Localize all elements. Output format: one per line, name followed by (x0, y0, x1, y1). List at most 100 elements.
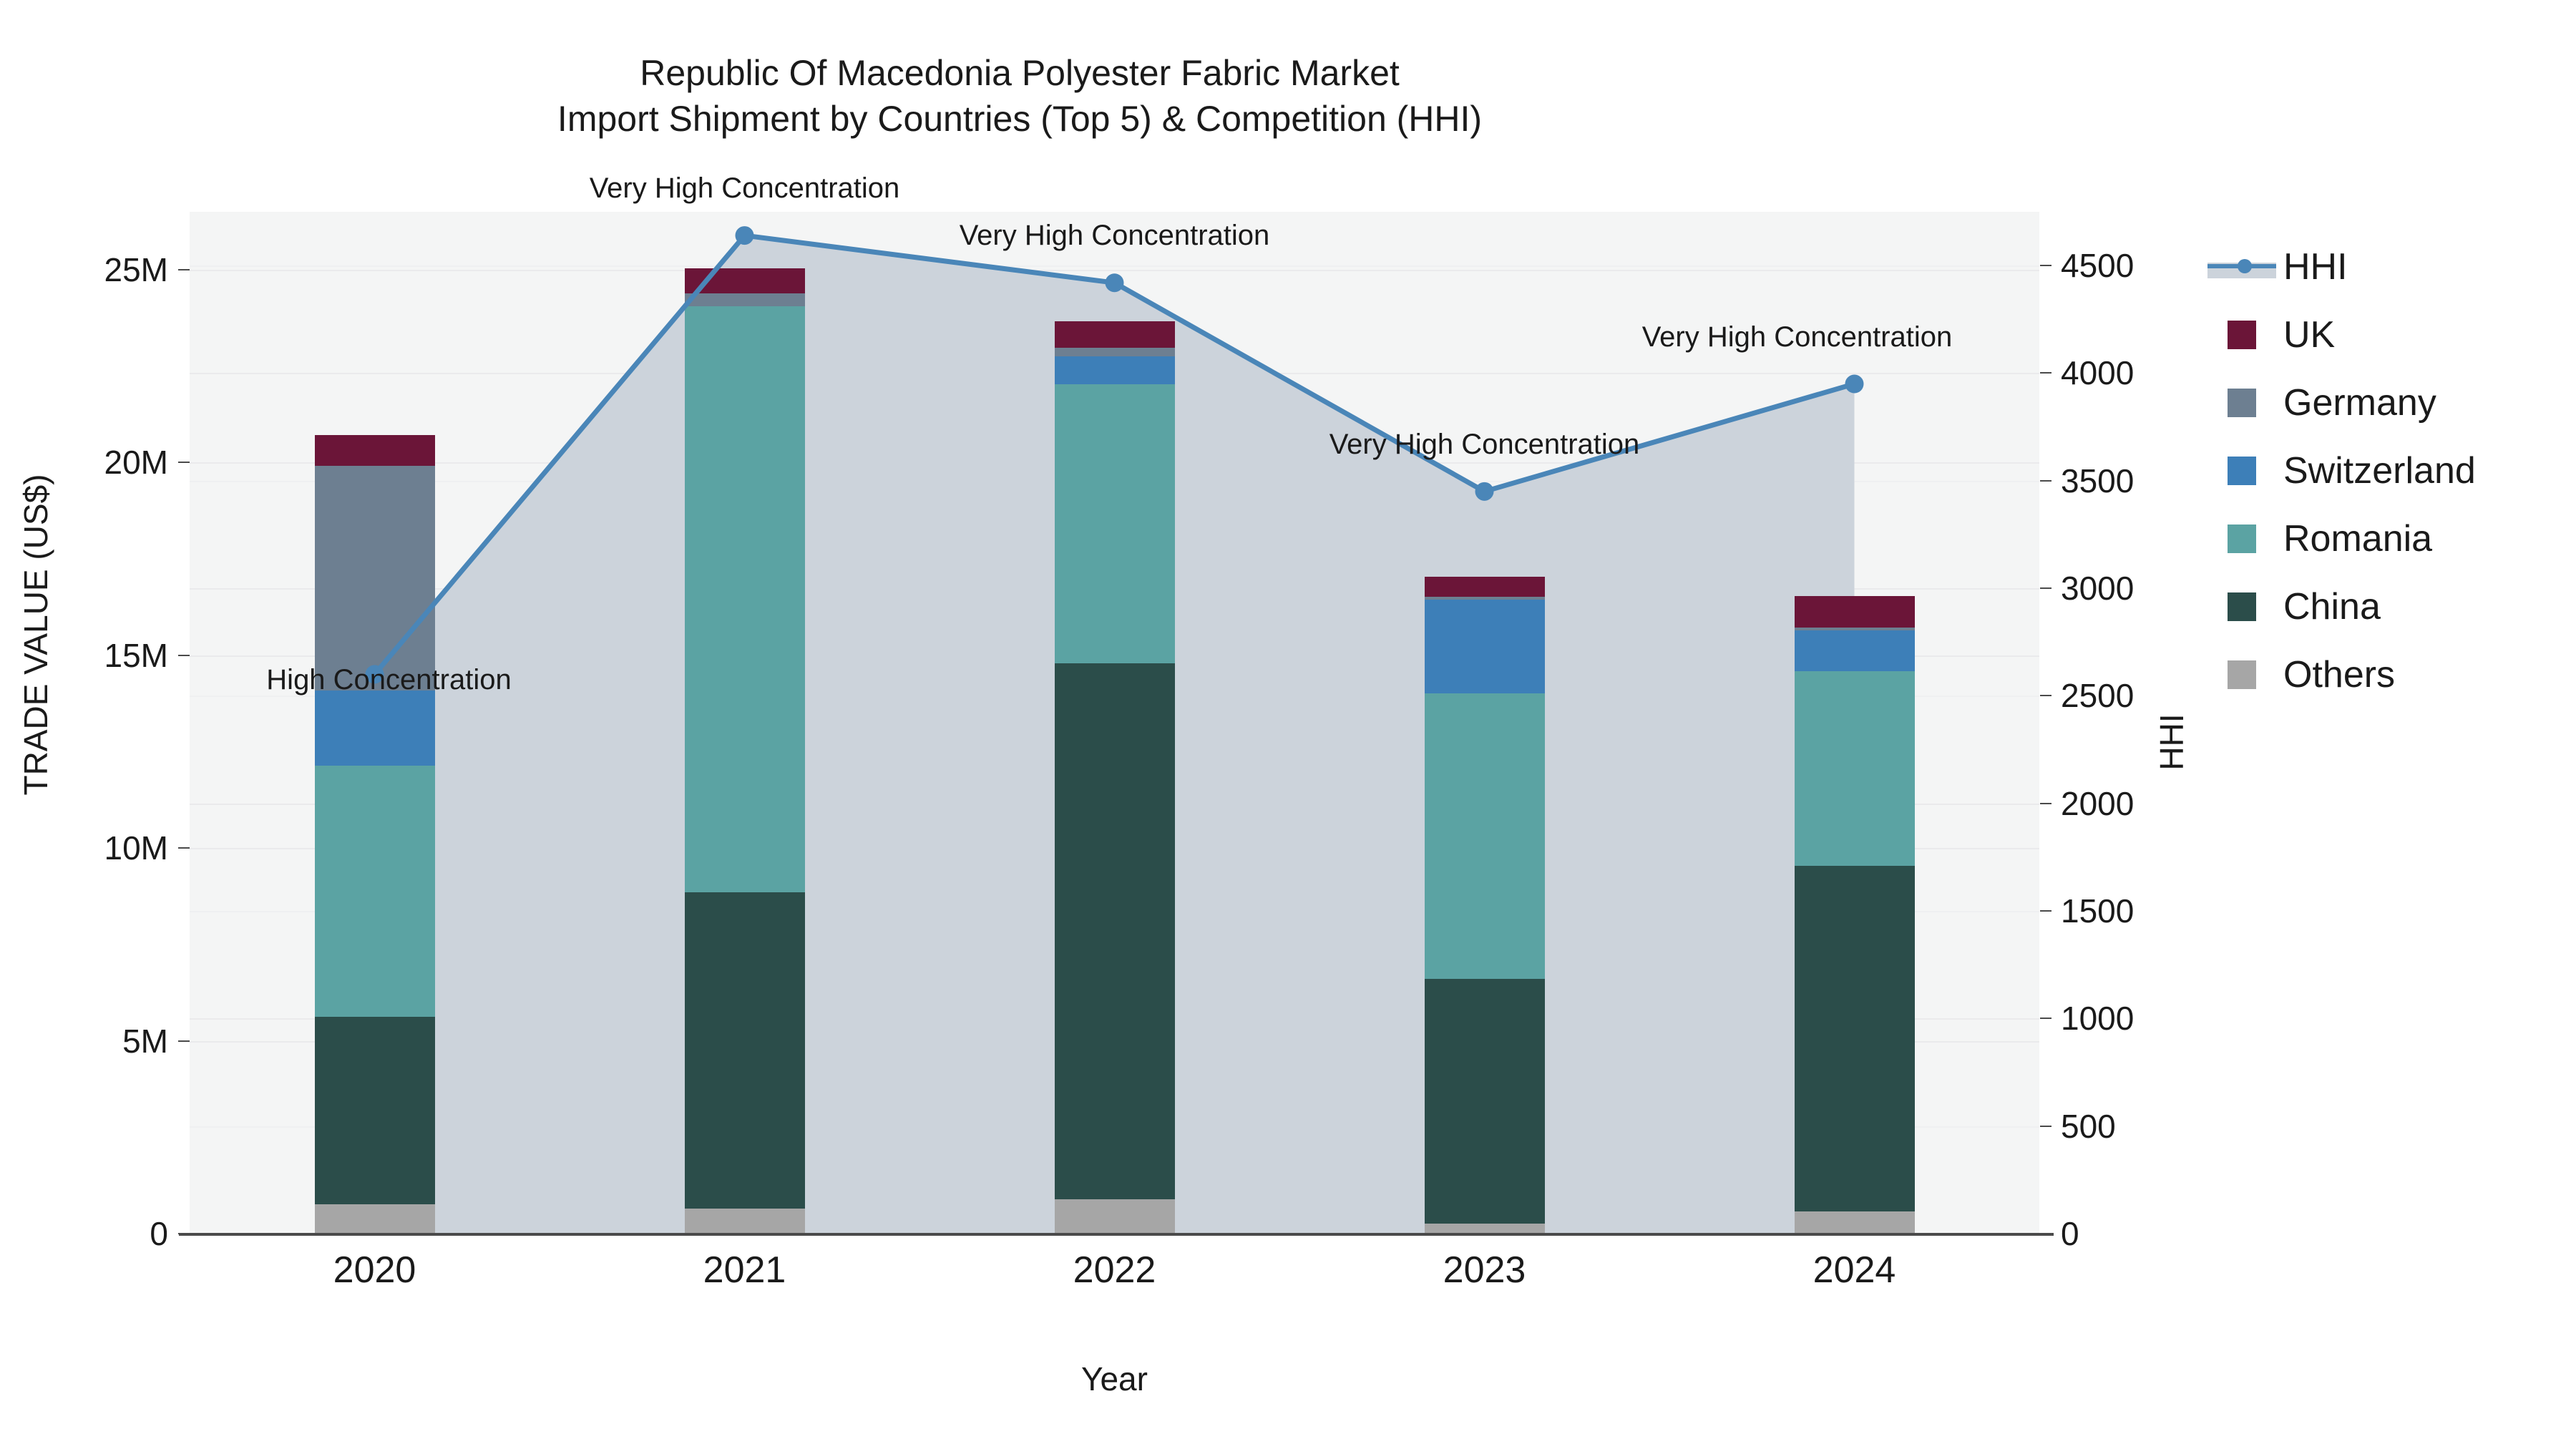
y-tick-label: 10M (104, 829, 168, 867)
legend-label: UK (2283, 313, 2336, 356)
secondary-y-axis-title: HHI (2153, 713, 2190, 771)
y-tick-label: 0 (150, 1215, 168, 1252)
chart-title: Republic Of Macedonia Polyester Fabric M… (557, 53, 1483, 139)
secondary-y-tick-mark (2040, 587, 2051, 590)
secondary-y-tick-mark (2040, 479, 2051, 482)
bar-segment-switzerland-2024[interactable] (1794, 630, 1915, 671)
bar-segment-switzerland-2023[interactable] (1424, 600, 1545, 694)
legend-label: Germany (2283, 381, 2436, 424)
x-tick-label-2020: 2020 (333, 1249, 416, 1291)
legend-swatch-icon (2228, 320, 2256, 349)
y-tick-mark (178, 847, 190, 849)
secondary-y-tick-mark (2040, 1233, 2051, 1234)
bar-segment-others-2023[interactable] (1424, 1223, 1545, 1234)
secondary-y-tick-label: 3500 (2061, 462, 2135, 499)
hhi-annotation-2022: Very High Concentration (959, 220, 1270, 252)
bar-segment-china-2021[interactable] (684, 892, 805, 1209)
bar-segment-germany-2021[interactable] (684, 293, 805, 306)
y-tick-mark (178, 462, 190, 464)
hhi-annotation-2021: Very High Concentration (589, 172, 900, 205)
bar-segment-germany-2022[interactable] (1054, 348, 1175, 356)
bar-segment-romania-2024[interactable] (1794, 670, 1915, 866)
bar-segment-uk-2023[interactable] (1424, 576, 1545, 597)
legend-label: Others (2283, 653, 2396, 696)
legend-swatch-icon (2228, 524, 2256, 553)
secondary-y-tick-mark (2040, 695, 2051, 697)
y-tick-label: 15M (104, 636, 168, 674)
legend-item-germany[interactable]: Germany (2207, 369, 2565, 436)
legend-item-uk[interactable]: UK (2207, 301, 2565, 369)
bar-segment-uk-2022[interactable] (1054, 321, 1175, 348)
secondary-y-tick-mark (2040, 802, 2051, 804)
x-axis-title: Year (1081, 1360, 1148, 1397)
bar-segment-uk-2020[interactable] (314, 435, 435, 466)
legend-item-hhi[interactable]: HHI (2207, 233, 2565, 301)
secondary-y-tick-label: 2000 (2061, 784, 2135, 822)
y-tick-mark (178, 654, 190, 656)
y-tick-label: 20M (104, 444, 168, 482)
bar-segment-china-2020[interactable] (314, 1017, 435, 1205)
secondary-y-tick-mark (2040, 910, 2051, 912)
y-axis-title: TRADE VALUE (US$) (17, 474, 54, 796)
x-tick-label-2022: 2022 (1073, 1249, 1156, 1291)
secondary-y-tick-mark (2040, 1125, 2051, 1127)
y-tick-mark (178, 1233, 190, 1234)
secondary-y-tick-label: 3000 (2061, 570, 2135, 608)
legend-label: Switzerland (2283, 449, 2476, 492)
legend-label: HHI (2283, 245, 2348, 288)
secondary-y-tick-mark (2040, 265, 2051, 267)
y-tick-label: 5M (122, 1022, 168, 1060)
bar-segment-romania-2020[interactable] (314, 766, 435, 1018)
y-tick-label: 25M (104, 250, 168, 288)
hhi-annotation-2024: Very High Concentration (1641, 321, 1953, 353)
x-tick-label-2023: 2023 (1443, 1249, 1526, 1291)
legend-item-romania[interactable]: Romania (2207, 504, 2565, 572)
bar-segment-china-2024[interactable] (1794, 865, 1915, 1212)
secondary-y-tick-label: 4500 (2061, 247, 2135, 285)
bar-segment-switzerland-2020[interactable] (314, 690, 435, 766)
secondary-y-tick-label: 500 (2061, 1107, 2116, 1145)
bar-segment-others-2022[interactable] (1054, 1199, 1175, 1234)
legend-label: Romania (2283, 517, 2433, 560)
bar-segment-romania-2021[interactable] (684, 306, 805, 893)
legend-item-others[interactable]: Others (2207, 640, 2565, 708)
plot-area (190, 212, 2039, 1234)
y-tick-mark (178, 1040, 190, 1042)
bar-segment-germany-2023[interactable] (1424, 597, 1545, 600)
legend-swatch-icon (2228, 456, 2256, 485)
legend-item-china[interactable]: China (2207, 572, 2565, 640)
legend-swatch-icon (2228, 592, 2256, 621)
bar-segment-uk-2024[interactable] (1794, 595, 1915, 628)
bar-segment-uk-2021[interactable] (684, 268, 805, 293)
secondary-y-tick-mark (2040, 1018, 2051, 1020)
legend-label: China (2283, 585, 2381, 628)
secondary-y-tick-mark (2040, 372, 2051, 374)
legend-swatch-icon (2228, 660, 2256, 689)
hhi-annotation-2020: High Concentration (266, 664, 512, 696)
secondary-y-tick-label: 2500 (2061, 677, 2135, 715)
legend-swatch-icon (2228, 388, 2256, 417)
bar-segment-china-2023[interactable] (1424, 978, 1545, 1224)
bar-segment-switzerland-2022[interactable] (1054, 356, 1175, 384)
secondary-y-tick-label: 1000 (2061, 1000, 2135, 1038)
x-tick-label-2021: 2021 (703, 1249, 786, 1291)
y-tick-mark (178, 268, 190, 270)
secondary-y-tick-label: 1500 (2061, 892, 2135, 930)
bar-segment-others-2021[interactable] (684, 1208, 805, 1234)
hhi-annotation-2023: Very High Concentration (1329, 428, 1640, 460)
legend-item-switzerland[interactable]: Switzerland (2207, 436, 2565, 504)
x-tick-label-2024: 2024 (1813, 1249, 1896, 1291)
bar-segment-germany-2024[interactable] (1794, 628, 1915, 630)
secondary-y-tick-label: 0 (2061, 1215, 2079, 1252)
bar-segment-china-2022[interactable] (1054, 663, 1175, 1200)
bar-segment-romania-2023[interactable] (1424, 693, 1545, 979)
bar-segment-others-2024[interactable] (1794, 1211, 1915, 1234)
bar-segment-germany-2020[interactable] (314, 465, 435, 691)
secondary-y-tick-label: 4000 (2061, 354, 2135, 392)
legend-line-icon (2207, 253, 2276, 281)
x-axis-line (179, 1233, 2054, 1236)
bar-segment-romania-2022[interactable] (1054, 384, 1175, 663)
chart-legend: HHI UK Germany Switzerland Romania China Other… (2207, 233, 2565, 708)
plot-inner (190, 212, 2039, 1234)
bar-segment-others-2020[interactable] (314, 1204, 435, 1234)
